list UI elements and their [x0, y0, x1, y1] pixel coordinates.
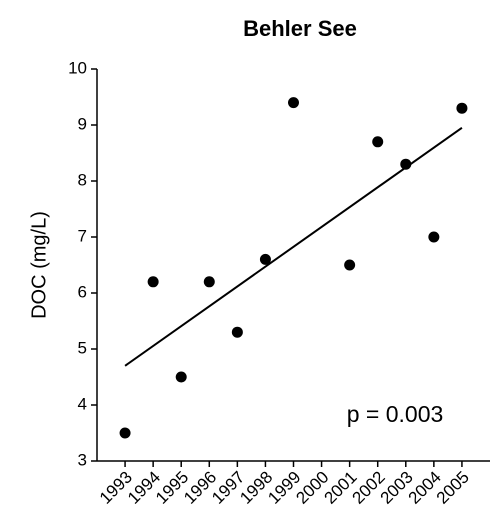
data-point [288, 97, 299, 109]
data-point [456, 102, 468, 114]
x-tick-label: 2005 [433, 468, 473, 508]
data-point [119, 427, 131, 439]
y-tick-label: 6 [78, 282, 87, 301]
data-point [203, 276, 215, 288]
data-point [231, 326, 243, 338]
chart-title: Behler See [243, 16, 357, 41]
y-tick-label: 5 [78, 338, 87, 357]
annotation: p = 0.003 [347, 401, 444, 427]
y-tick-label: 7 [78, 226, 87, 245]
data-point [175, 371, 187, 383]
y-tick-label: 8 [78, 170, 87, 189]
data-point [147, 276, 159, 288]
data-point [344, 259, 356, 271]
data-point [428, 231, 440, 243]
data-point [400, 158, 412, 170]
data-point [259, 253, 271, 265]
y-tick-label: 9 [78, 114, 87, 133]
trend-line [124, 126, 463, 367]
y-axis-label: DOC (mg/L) [28, 211, 50, 319]
y-tick-label: 10 [68, 58, 87, 77]
y-tick-label: 3 [78, 450, 87, 469]
y-tick-label: 4 [78, 394, 87, 413]
data-point [372, 136, 384, 148]
